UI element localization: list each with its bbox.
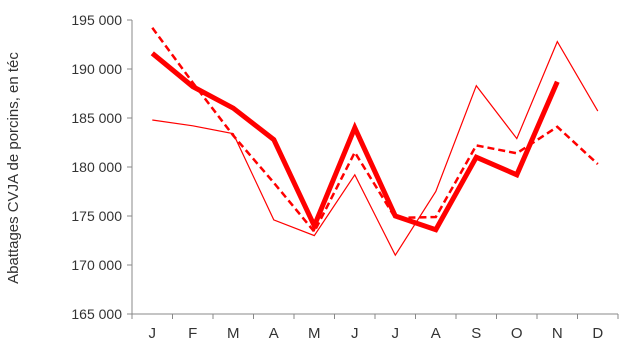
series-line-thin — [152, 40, 599, 257]
x-tick-label: N — [552, 325, 563, 342]
y-tick-label: 185 000 — [71, 110, 122, 126]
series-line-thick — [150, 51, 560, 233]
y-tick-label: 175 000 — [71, 208, 122, 224]
x-tick-label: A — [431, 325, 441, 342]
y-tick-label: 180 000 — [71, 159, 122, 175]
x-tick-label: A — [269, 325, 279, 342]
x-tick-label: F — [188, 325, 197, 342]
y-tick-label: 170 000 — [71, 257, 122, 273]
y-axis-label: Abattages CVJA de porcins, en téc — [5, 52, 22, 284]
y-tick-label: 165 000 — [71, 306, 122, 322]
x-tick-label: M — [227, 325, 240, 342]
x-tick-label: M — [308, 325, 321, 342]
x-tick-label: J — [392, 325, 400, 342]
y-tick-label: 195 000 — [71, 12, 122, 28]
x-tick-label: O — [511, 325, 523, 342]
series-line-dashed — [151, 27, 599, 234]
x-tick-label: J — [351, 325, 359, 342]
y-tick-label: 190 000 — [71, 61, 122, 77]
axes — [127, 19, 619, 319]
x-tick-label: S — [471, 325, 481, 342]
x-tick-label: D — [592, 325, 603, 342]
series-lines — [150, 27, 599, 257]
tick-labels: 165 000 170 000 175 000 180 000 185 000 190 0… — [71, 12, 603, 342]
x-tick-label: J — [149, 325, 157, 342]
